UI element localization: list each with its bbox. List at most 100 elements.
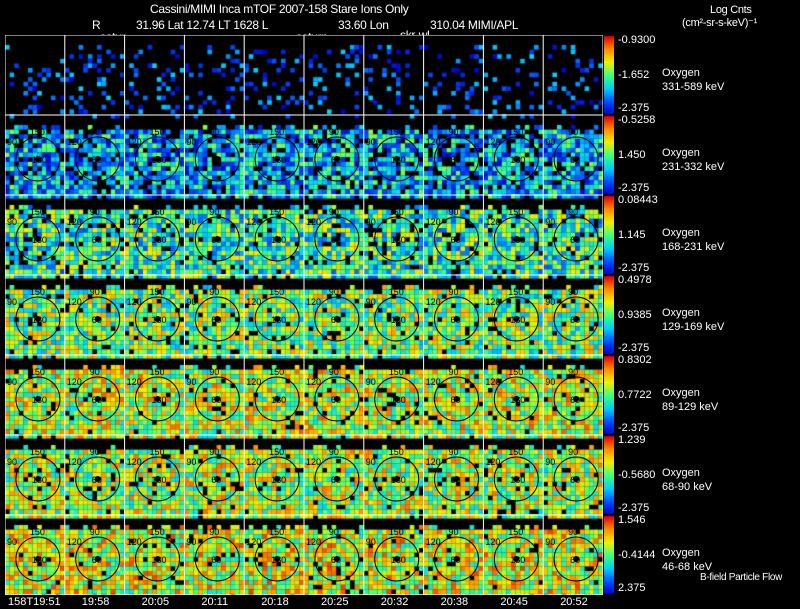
contour-label: 180 bbox=[391, 475, 406, 485]
pitch-contour bbox=[433, 456, 479, 502]
contour-label: 90 bbox=[545, 297, 555, 307]
flow-direction-marker bbox=[393, 156, 400, 162]
contour-label: 90 bbox=[366, 377, 376, 387]
contour-label: 150 bbox=[30, 127, 45, 137]
contour-label: 120 bbox=[67, 377, 82, 387]
pitch-contour bbox=[75, 456, 121, 502]
flow-direction-marker bbox=[393, 476, 400, 482]
pitch-contour bbox=[314, 216, 360, 262]
colorbar-min-label: -2.375 bbox=[618, 422, 650, 434]
pitch-contour bbox=[314, 376, 360, 422]
colorbar-max-label: 0.8302 bbox=[618, 354, 652, 366]
x-tick-label: 20:05 bbox=[141, 596, 170, 608]
flow-direction-marker bbox=[154, 236, 161, 242]
contour-label: 90 bbox=[329, 447, 339, 457]
contour-label: 90 bbox=[366, 457, 376, 467]
pitch-contour bbox=[254, 456, 300, 502]
pitch-contour bbox=[433, 136, 479, 182]
lon-line: 33.60 Lon bbox=[338, 18, 389, 32]
pitch-contour bbox=[15, 296, 61, 342]
contour-label: 180 bbox=[151, 235, 166, 245]
contour-label: 120 bbox=[246, 537, 261, 547]
contour-label: 180 bbox=[391, 315, 406, 325]
pitch-contour bbox=[374, 296, 420, 342]
flow-direction-marker bbox=[214, 316, 221, 322]
contour-label: 180 bbox=[32, 235, 47, 245]
pitch-contour bbox=[194, 216, 240, 262]
pitch-contour bbox=[15, 136, 61, 182]
contour-label: 150 bbox=[149, 367, 164, 377]
contour-label: 90 bbox=[7, 137, 17, 147]
colorbar-mid-label: 0.7722 bbox=[618, 389, 652, 401]
contour-label: 90 bbox=[366, 297, 376, 307]
contour-label: 150 bbox=[149, 127, 164, 137]
contour-label: 60 bbox=[570, 475, 580, 485]
flow-direction-marker bbox=[513, 396, 520, 402]
contour-label: 150 bbox=[389, 287, 404, 297]
contour-label: 90 bbox=[366, 217, 376, 227]
flow-direction-marker bbox=[34, 316, 41, 322]
contour-label: 60 bbox=[570, 235, 580, 245]
flow-direction-marker bbox=[333, 316, 340, 322]
contour-label: 60 bbox=[92, 395, 102, 405]
contour-label: 150 bbox=[508, 287, 523, 297]
contour-label: 90 bbox=[7, 457, 17, 467]
contour-label: 90 bbox=[448, 367, 458, 377]
flow-direction-marker bbox=[393, 316, 400, 322]
contour-label: 150 bbox=[389, 207, 404, 217]
contour-label: 90 bbox=[448, 287, 458, 297]
contour-label: 60 bbox=[211, 155, 221, 165]
flow-direction-marker bbox=[154, 156, 161, 162]
contour-label: 180 bbox=[391, 395, 406, 405]
contour-label: 120 bbox=[485, 537, 500, 547]
contour-label: 120 bbox=[485, 137, 500, 147]
contour-label: 60 bbox=[92, 235, 102, 245]
contour-label: 60 bbox=[331, 555, 341, 565]
contour-label: 90 bbox=[7, 377, 17, 387]
pitch-contour bbox=[134, 296, 180, 342]
flow-direction-marker bbox=[274, 476, 281, 482]
species-label: Oxygen bbox=[662, 67, 700, 79]
flow-direction-marker bbox=[453, 236, 460, 242]
contour-label: 120 bbox=[246, 297, 261, 307]
contour-label: 120 bbox=[426, 377, 441, 387]
flow-direction-marker bbox=[34, 156, 41, 162]
contour-label: 90 bbox=[568, 127, 578, 137]
contour-label: 150 bbox=[149, 527, 164, 537]
contour-label: 60 bbox=[211, 235, 221, 245]
chart-title: Cassini/MIMI Inca mTOF 2007-158 Stare Io… bbox=[150, 2, 409, 16]
pitch-contour bbox=[493, 456, 539, 502]
contour-label: 120 bbox=[67, 297, 82, 307]
contour-label: 120 bbox=[306, 297, 321, 307]
contour-label: 120 bbox=[67, 537, 82, 547]
flow-direction-marker bbox=[274, 396, 281, 402]
colorbar-mid-label: 0.9385 bbox=[618, 309, 652, 321]
pitch-contour bbox=[15, 536, 61, 582]
flow-direction-marker bbox=[513, 556, 520, 562]
r-label: R bbox=[92, 18, 101, 32]
lon-value-line: 310.04 MIMI/APL bbox=[430, 18, 519, 32]
contour-label: 150 bbox=[269, 447, 284, 457]
contour-label: 60 bbox=[331, 235, 341, 245]
pitch-contour bbox=[314, 296, 360, 342]
flow-direction-marker bbox=[274, 236, 281, 242]
species-label: Oxygen bbox=[662, 147, 700, 159]
flow-direction-marker bbox=[94, 316, 101, 322]
contour-label: 90 bbox=[186, 297, 196, 307]
colorbar-max-label: -0.9300 bbox=[618, 34, 656, 46]
pitch-contour bbox=[553, 216, 599, 262]
contour-label: 180 bbox=[151, 155, 166, 165]
flow-direction-marker bbox=[453, 316, 460, 322]
pitch-contour bbox=[254, 296, 300, 342]
contour-label: 90 bbox=[7, 537, 17, 547]
contour-label: 150 bbox=[269, 207, 284, 217]
contour-label: 180 bbox=[510, 555, 525, 565]
x-tick-label: 20:52 bbox=[560, 596, 588, 608]
energy-range-label: 129-169 keV bbox=[662, 321, 725, 333]
contour-label: 60 bbox=[211, 315, 221, 325]
contour-label: 150 bbox=[30, 287, 45, 297]
species-label: Oxygen bbox=[662, 387, 700, 399]
colorbar-min-label: -2.375 bbox=[618, 342, 650, 354]
contour-label: 120 bbox=[485, 217, 500, 227]
energy-range-label: 331-589 keV bbox=[662, 81, 725, 93]
